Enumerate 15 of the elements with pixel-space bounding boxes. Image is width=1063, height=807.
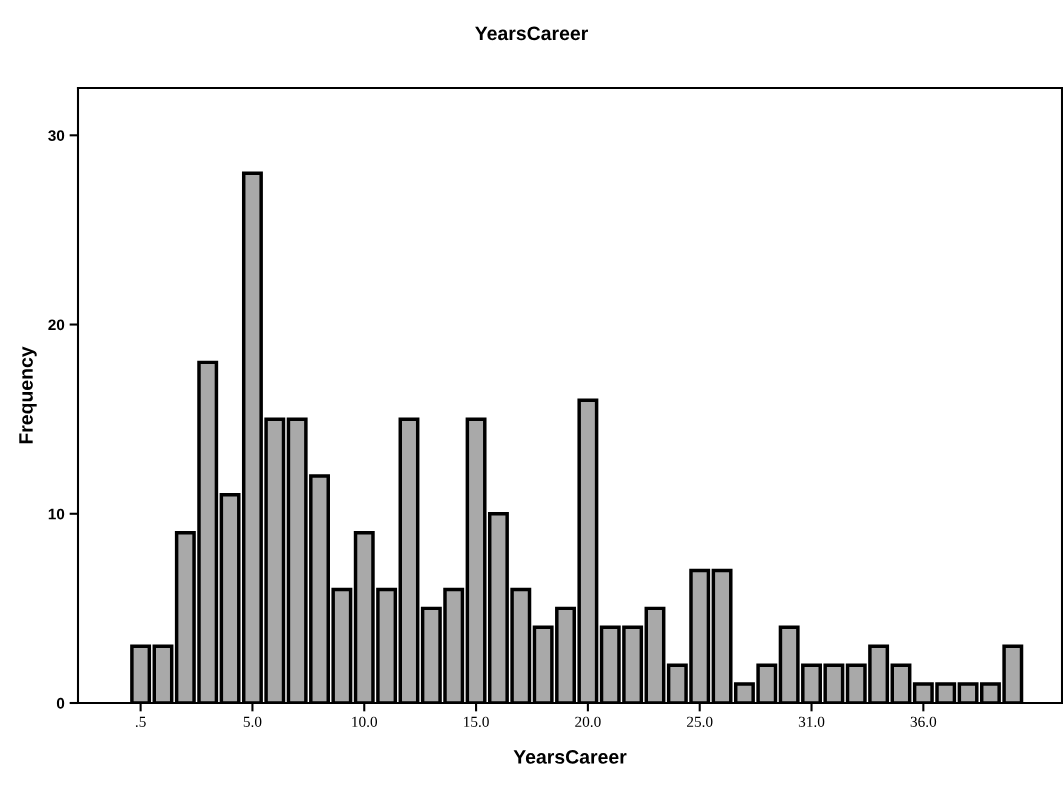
x-tick-label: 20.0	[575, 716, 601, 728]
x-tick-label: 10.0	[352, 716, 378, 728]
y-tick-label: 0	[56, 697, 65, 709]
x-tick-label: 36.0	[910, 716, 937, 728]
y-tick-label: 20	[48, 319, 65, 331]
y-tick-label: 30	[48, 130, 65, 142]
chart-title: YearsCareer	[475, 26, 588, 41]
x-tick-label: 31.0	[798, 716, 825, 728]
x-axis-title: YearsCareer	[513, 750, 627, 764]
y-axis-title: Frequency	[19, 346, 37, 444]
y-tick-label: 10	[48, 508, 65, 520]
x-tick-label: 5.0	[243, 716, 262, 728]
x-tick-label: .5	[135, 716, 146, 728]
x-tick-label: 15.0	[464, 716, 489, 728]
x-tick-label: 25.0	[687, 716, 713, 728]
